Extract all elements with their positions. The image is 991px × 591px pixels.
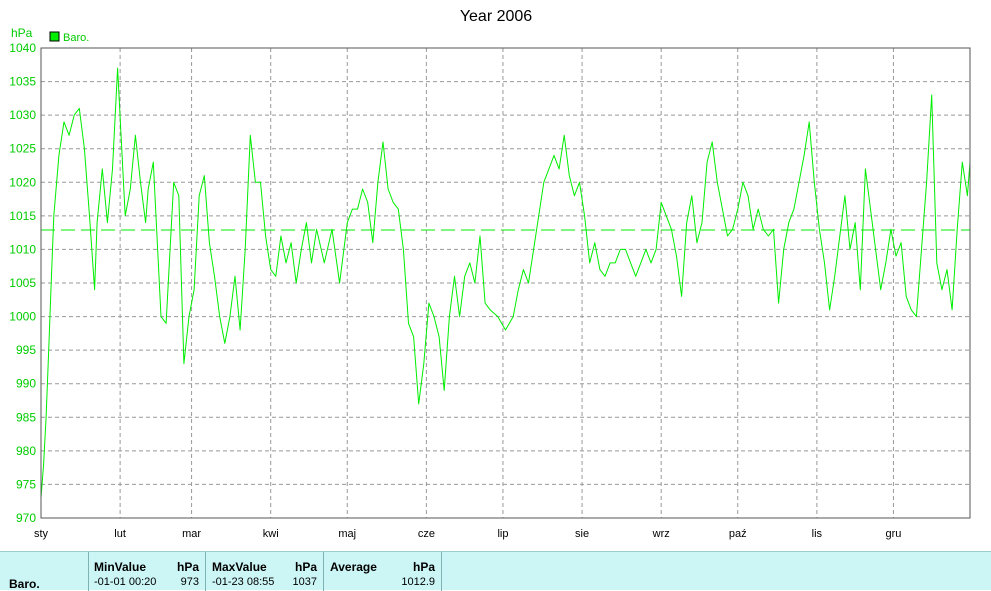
- y-tick-label: 1005: [9, 276, 36, 290]
- month-label: lip: [497, 528, 508, 540]
- y-tick-label: 1025: [9, 142, 36, 156]
- y-tick-label: 1015: [9, 209, 36, 223]
- y-tick-label: 970: [16, 511, 36, 525]
- month-label: cze: [418, 528, 435, 540]
- month-label: gru: [885, 528, 901, 540]
- month-label: lis: [812, 528, 823, 540]
- month-label: wrz: [652, 528, 670, 540]
- month-label: mar: [182, 528, 201, 540]
- legend-label: Baro.: [63, 32, 89, 44]
- y-tick-label: 980: [16, 444, 36, 458]
- y-tick-label: 985: [16, 410, 36, 424]
- y-tick-label: 995: [16, 343, 36, 357]
- max-value-cell: MaxValue hPa -01-23 08:55 1037: [206, 552, 324, 591]
- y-axis-unit: hPa: [11, 26, 33, 40]
- y-tick-label: 1030: [9, 108, 36, 122]
- month-label: kwi: [263, 528, 279, 540]
- min-value-unit: hPa: [176, 560, 199, 574]
- y-tick-label: 1010: [9, 242, 36, 256]
- month-label: maj: [338, 528, 356, 540]
- y-tick-label: 1040: [9, 41, 36, 55]
- y-tick-label: 990: [16, 377, 36, 391]
- grid: [41, 48, 970, 518]
- month-label: sie: [575, 528, 589, 540]
- average-value: 1012.9: [401, 576, 435, 588]
- average-cell: Average hPa 1012.9: [324, 552, 442, 591]
- month-label: lut: [114, 528, 126, 540]
- series-line-baro: [40, 67, 971, 498]
- y-axis-ticks: 970 975 980 985 990 995 1000 1005 1010 1015 1020 10…: [9, 41, 36, 525]
- month-label: sty: [34, 528, 49, 540]
- average-header: Average: [330, 560, 377, 574]
- min-value-cell: MinValue hPa -01-01 00:20 973: [89, 552, 206, 591]
- chart-title: Year 2006: [460, 8, 532, 25]
- stats-row-label-cell: Baro.: [0, 552, 89, 591]
- x-axis-ticks: sty lut mar kwi maj cze lip sie wrz paź lis gru: [34, 528, 901, 540]
- y-tick-label: 1035: [9, 75, 36, 89]
- y-tick-label: 1000: [9, 310, 36, 324]
- month-label: paź: [729, 528, 747, 540]
- series-layer: [40, 67, 971, 498]
- max-value: 1037: [292, 576, 317, 588]
- max-value-date: -01-23 08:55: [212, 576, 275, 588]
- legend-swatch: [49, 31, 60, 42]
- average-unit: hPa: [412, 560, 435, 574]
- stats-panel: Baro. MinValue hPa -01-01 00:20 973 MaxV…: [0, 551, 991, 591]
- min-value-header: MinValue: [94, 560, 147, 574]
- y-tick-label: 975: [16, 477, 36, 491]
- max-value-header: MaxValue: [212, 560, 267, 574]
- stats-row-label: Baro.: [9, 577, 40, 591]
- plot-frame: [40, 47, 971, 519]
- max-value-unit: hPa: [294, 560, 317, 574]
- min-value-date: -01-01 00:20: [94, 576, 157, 588]
- chart: Year 2006 hPa Baro. 970 975 980 985 990 995 10…: [9, 8, 971, 540]
- y-tick-label: 1020: [9, 175, 36, 189]
- min-value: 973: [180, 576, 199, 588]
